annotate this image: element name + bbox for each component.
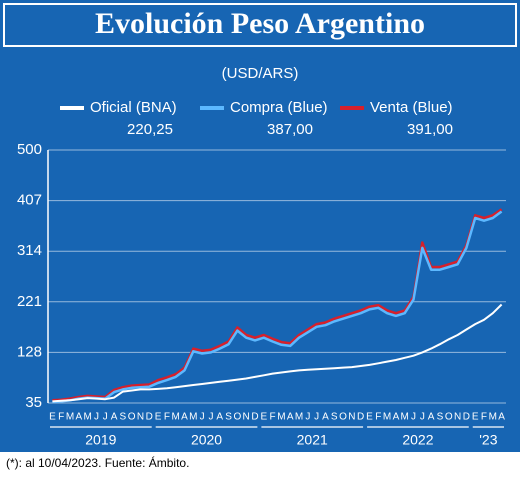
x-tick-label: A <box>322 412 329 423</box>
legend-value: 220,25 <box>127 121 173 138</box>
x-tick-label: O <box>128 412 136 423</box>
year-label: 2022 <box>402 432 433 448</box>
y-tick-label: 314 <box>17 242 42 259</box>
x-tick-label: O <box>445 412 453 423</box>
x-tick-label: N <box>454 412 461 423</box>
x-tick-label: O <box>339 412 347 423</box>
x-tick-label: D <box>146 412 153 423</box>
x-tick-label: J <box>200 412 205 423</box>
series-line <box>52 208 503 402</box>
x-tick-label: M <box>277 412 285 423</box>
x-tick-label: A <box>498 412 505 423</box>
y-tick-label: 221 <box>17 293 42 310</box>
x-tick-label: S <box>331 412 338 423</box>
x-tick-label: F <box>164 412 170 423</box>
x-tick-label: N <box>137 412 144 423</box>
x-tick-label: S <box>437 412 444 423</box>
x-tick-label: M <box>66 412 74 423</box>
legend-value: 391,00 <box>407 121 453 138</box>
x-tick-label: J <box>208 412 213 423</box>
x-tick-label: M <box>83 412 91 423</box>
x-tick-label: S <box>225 412 232 423</box>
x-tick-label: E <box>366 412 373 423</box>
title-box <box>3 3 517 47</box>
y-tick-label: 35 <box>25 394 42 411</box>
year-label: 2021 <box>297 432 328 448</box>
x-tick-label: A <box>287 412 294 423</box>
x-tick-label: M <box>489 412 497 423</box>
x-tick-label: M <box>401 412 409 423</box>
x-tick-label: N <box>348 412 355 423</box>
x-tick-label: J <box>103 412 108 423</box>
x-tick-label: J <box>314 412 319 423</box>
x-tick-label: S <box>120 412 127 423</box>
year-label: 2019 <box>85 432 116 448</box>
chart-title: Evolución Peso Argentino <box>95 7 425 40</box>
year-label: 2020 <box>191 432 222 448</box>
footnote: (*): al 10/04/2023. Fuente: Ámbito. <box>6 455 189 470</box>
x-tick-label: F <box>270 412 276 423</box>
x-tick-label: M <box>295 412 303 423</box>
x-tick-label: M <box>189 412 197 423</box>
x-tick-label: F <box>58 412 64 423</box>
x-tick-label: F <box>375 412 381 423</box>
x-tick-label: A <box>216 412 223 423</box>
x-tick-label: M <box>172 412 180 423</box>
x-tick-label: A <box>75 412 82 423</box>
x-tick-label: J <box>411 412 416 423</box>
x-tick-label: M <box>383 412 391 423</box>
subtitle: (USD/ARS) <box>222 65 299 82</box>
x-tick-label: D <box>463 412 470 423</box>
legend-label: Venta (Blue) <box>370 99 453 116</box>
year-label: '23 <box>479 432 497 448</box>
legend-label: Compra (Blue) <box>230 99 328 116</box>
y-tick-label: 128 <box>17 343 42 360</box>
y-tick-label: 500 <box>17 141 42 158</box>
series-line <box>52 210 503 404</box>
x-tick-label: A <box>393 412 400 423</box>
x-tick-label: A <box>428 412 435 423</box>
x-tick-label: J <box>94 412 99 423</box>
series-line <box>52 303 503 403</box>
x-tick-label: D <box>251 412 258 423</box>
x-tick-label: N <box>243 412 250 423</box>
x-tick-label: E <box>472 412 479 423</box>
x-tick-label: A <box>111 412 118 423</box>
legend-value: 387,00 <box>267 121 313 138</box>
y-tick-label: 407 <box>17 192 42 209</box>
legend-label: Oficial (BNA) <box>90 99 177 116</box>
x-tick-label: O <box>233 412 241 423</box>
x-tick-label: J <box>305 412 310 423</box>
x-tick-label: J <box>420 412 425 423</box>
x-tick-label: E <box>49 412 56 423</box>
x-tick-label: E <box>260 412 267 423</box>
x-tick-label: F <box>481 412 487 423</box>
x-tick-label: A <box>181 412 188 423</box>
x-tick-label: D <box>357 412 364 423</box>
x-tick-label: E <box>155 412 162 423</box>
